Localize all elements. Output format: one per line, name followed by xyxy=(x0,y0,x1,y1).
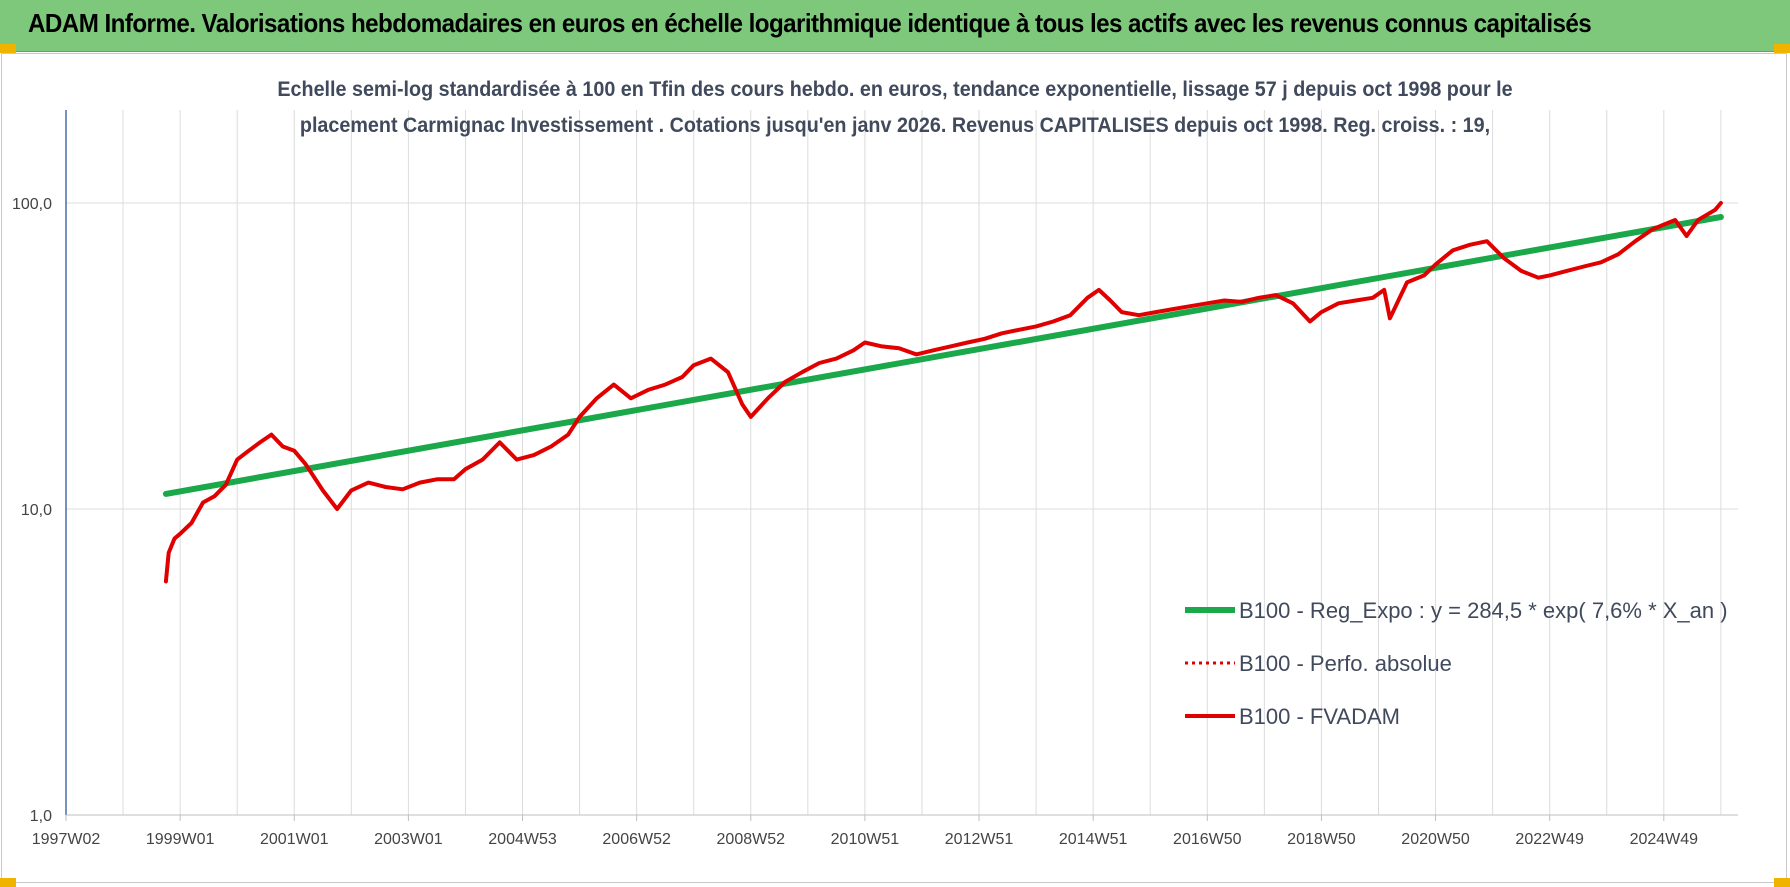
legend-label: B100 - FVADAM xyxy=(1239,704,1400,729)
banner-title: ADAM Informe. Valorisations hebdomadaire… xyxy=(28,8,1592,38)
y-tick-label: 1,0 xyxy=(30,808,52,825)
x-tick-label: 2016W50 xyxy=(1173,831,1242,848)
banner: ADAM Informe. Valorisations hebdomadaire… xyxy=(0,0,1790,52)
chart-area xyxy=(1,53,1787,883)
x-tick-label: 1999W01 xyxy=(146,831,215,848)
x-tick-label: 2010W51 xyxy=(831,831,900,848)
legend-label: B100 - Perfo. absolue xyxy=(1239,651,1452,676)
x-tick-label: 2018W50 xyxy=(1287,831,1356,848)
chart-title-line1: Echelle semi-log standardisée à 100 en T… xyxy=(277,78,1513,101)
series-fvadam-line xyxy=(163,201,1723,584)
corner-marker xyxy=(0,878,16,887)
chart-title-line2: placement Carmignac Investissement . Cot… xyxy=(299,114,1491,137)
x-tick-label: 2022W49 xyxy=(1515,831,1584,848)
x-tick-label: 2012W51 xyxy=(945,831,1014,848)
x-tick-label: 2003W01 xyxy=(374,831,443,848)
x-tick-label: 2014W51 xyxy=(1059,831,1128,848)
x-tick-label: 2008W52 xyxy=(717,831,786,848)
y-tick-label: 10,0 xyxy=(21,502,52,519)
series-regression-line xyxy=(162,214,1724,497)
corner-marker xyxy=(1774,878,1790,887)
x-tick-label: 2024W49 xyxy=(1630,831,1699,848)
x-tick-label: 1997W02 xyxy=(32,831,101,848)
corner-marker xyxy=(0,44,16,53)
y-tick-label: 100,0 xyxy=(12,196,52,213)
corner-marker xyxy=(1774,44,1790,53)
x-tick-label: 2001W01 xyxy=(260,831,329,848)
x-tick-label: 2020W50 xyxy=(1401,831,1470,848)
x-tick-label: 2006W52 xyxy=(602,831,671,848)
legend-label: B100 - Reg_Expo : y = 284,5 * exp( 7,6% … xyxy=(1239,598,1728,623)
x-tick-label: 2004W53 xyxy=(488,831,557,848)
